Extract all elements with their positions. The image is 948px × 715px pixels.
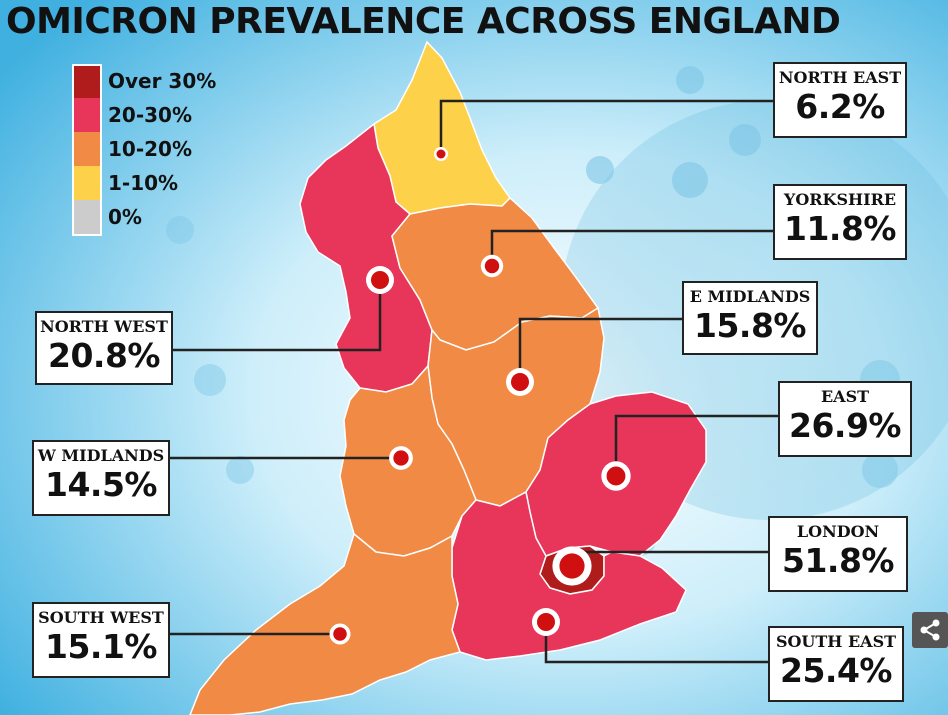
label-box-east-midlands: E MIDLANDS 15.8% [682, 281, 818, 355]
region-name: EAST [820, 387, 870, 406]
virus-marker-icon [329, 623, 351, 645]
region-name: NORTH WEST [40, 317, 168, 336]
region-value: 6.2% [795, 87, 885, 126]
connector-yorkshire [490, 229, 773, 266]
legend-item: 20-30% [70, 98, 230, 132]
region-name: YORKSHIRE [783, 190, 897, 209]
label-box-north-west: NORTH WEST 20.8% [35, 311, 173, 385]
region-value: 25.4% [780, 651, 893, 690]
region-value: 51.8% [782, 541, 895, 580]
legend-swatch [72, 200, 102, 236]
region-name: SOUTH WEST [38, 608, 164, 627]
legend-item: 10-20% [70, 132, 230, 166]
region-name: LONDON [796, 522, 880, 541]
virus-marker-icon [480, 254, 504, 278]
connector-east-midlands [518, 317, 682, 382]
virus-marker-icon [366, 266, 394, 294]
region-name: SOUTH EAST [775, 632, 897, 651]
legend-swatch [72, 132, 102, 166]
virus-marker-icon [506, 368, 534, 396]
connector-east [614, 414, 778, 476]
region-name: E MIDLANDS [689, 287, 811, 306]
legend-swatch [72, 64, 102, 100]
label-box-west-midlands: W MIDLANDS 14.5% [32, 440, 170, 516]
label-box-south-east: SOUTH EAST 25.4% [768, 626, 904, 702]
virus-marker-icon [389, 446, 413, 470]
virus-marker-icon [532, 608, 560, 636]
share-button[interactable] [912, 612, 948, 648]
legend: Over 30% 20-30% 10-20% 1-10% 0% [70, 64, 230, 236]
region-value: 15.8% [694, 306, 807, 345]
legend-item: 0% [70, 200, 230, 236]
region-south-west [189, 532, 461, 715]
virus-marker-icon [552, 546, 592, 586]
region-value: 14.5% [45, 465, 158, 504]
legend-item: Over 30% [70, 64, 230, 100]
region-value: 26.9% [789, 406, 902, 445]
share-icon [920, 619, 940, 641]
label-box-east: EAST 26.9% [778, 381, 912, 457]
legend-label: 0% [108, 205, 142, 229]
region-value: 15.1% [45, 627, 158, 666]
legend-label: Over 30% [108, 69, 217, 93]
legend-swatch [72, 98, 102, 132]
region-name: W MIDLANDS [37, 446, 165, 465]
label-box-yorkshire: YORKSHIRE 11.8% [773, 184, 907, 260]
label-box-south-west: SOUTH WEST 15.1% [32, 602, 170, 678]
page-title: OMICRON PREVALENCE ACROSS ENGLAND [6, 1, 841, 42]
virus-markers [329, 147, 631, 645]
region-name: NORTH EAST [778, 68, 902, 87]
virus-marker-icon [601, 461, 631, 491]
virus-marker-icon [434, 147, 448, 161]
region-value: 11.8% [784, 209, 897, 248]
label-box-north-east: NORTH EAST 6.2% [773, 62, 907, 138]
legend-label: 10-20% [108, 137, 193, 161]
legend-swatch [72, 166, 102, 200]
connector-north-west [173, 280, 382, 352]
legend-label: 20-30% [108, 103, 193, 127]
legend-label: 1-10% [108, 171, 179, 195]
region-value: 20.8% [48, 336, 161, 375]
connector-lines [170, 99, 778, 664]
connector-north-east [439, 99, 773, 154]
label-box-london: LONDON 51.8% [768, 516, 908, 592]
legend-item: 1-10% [70, 166, 230, 200]
